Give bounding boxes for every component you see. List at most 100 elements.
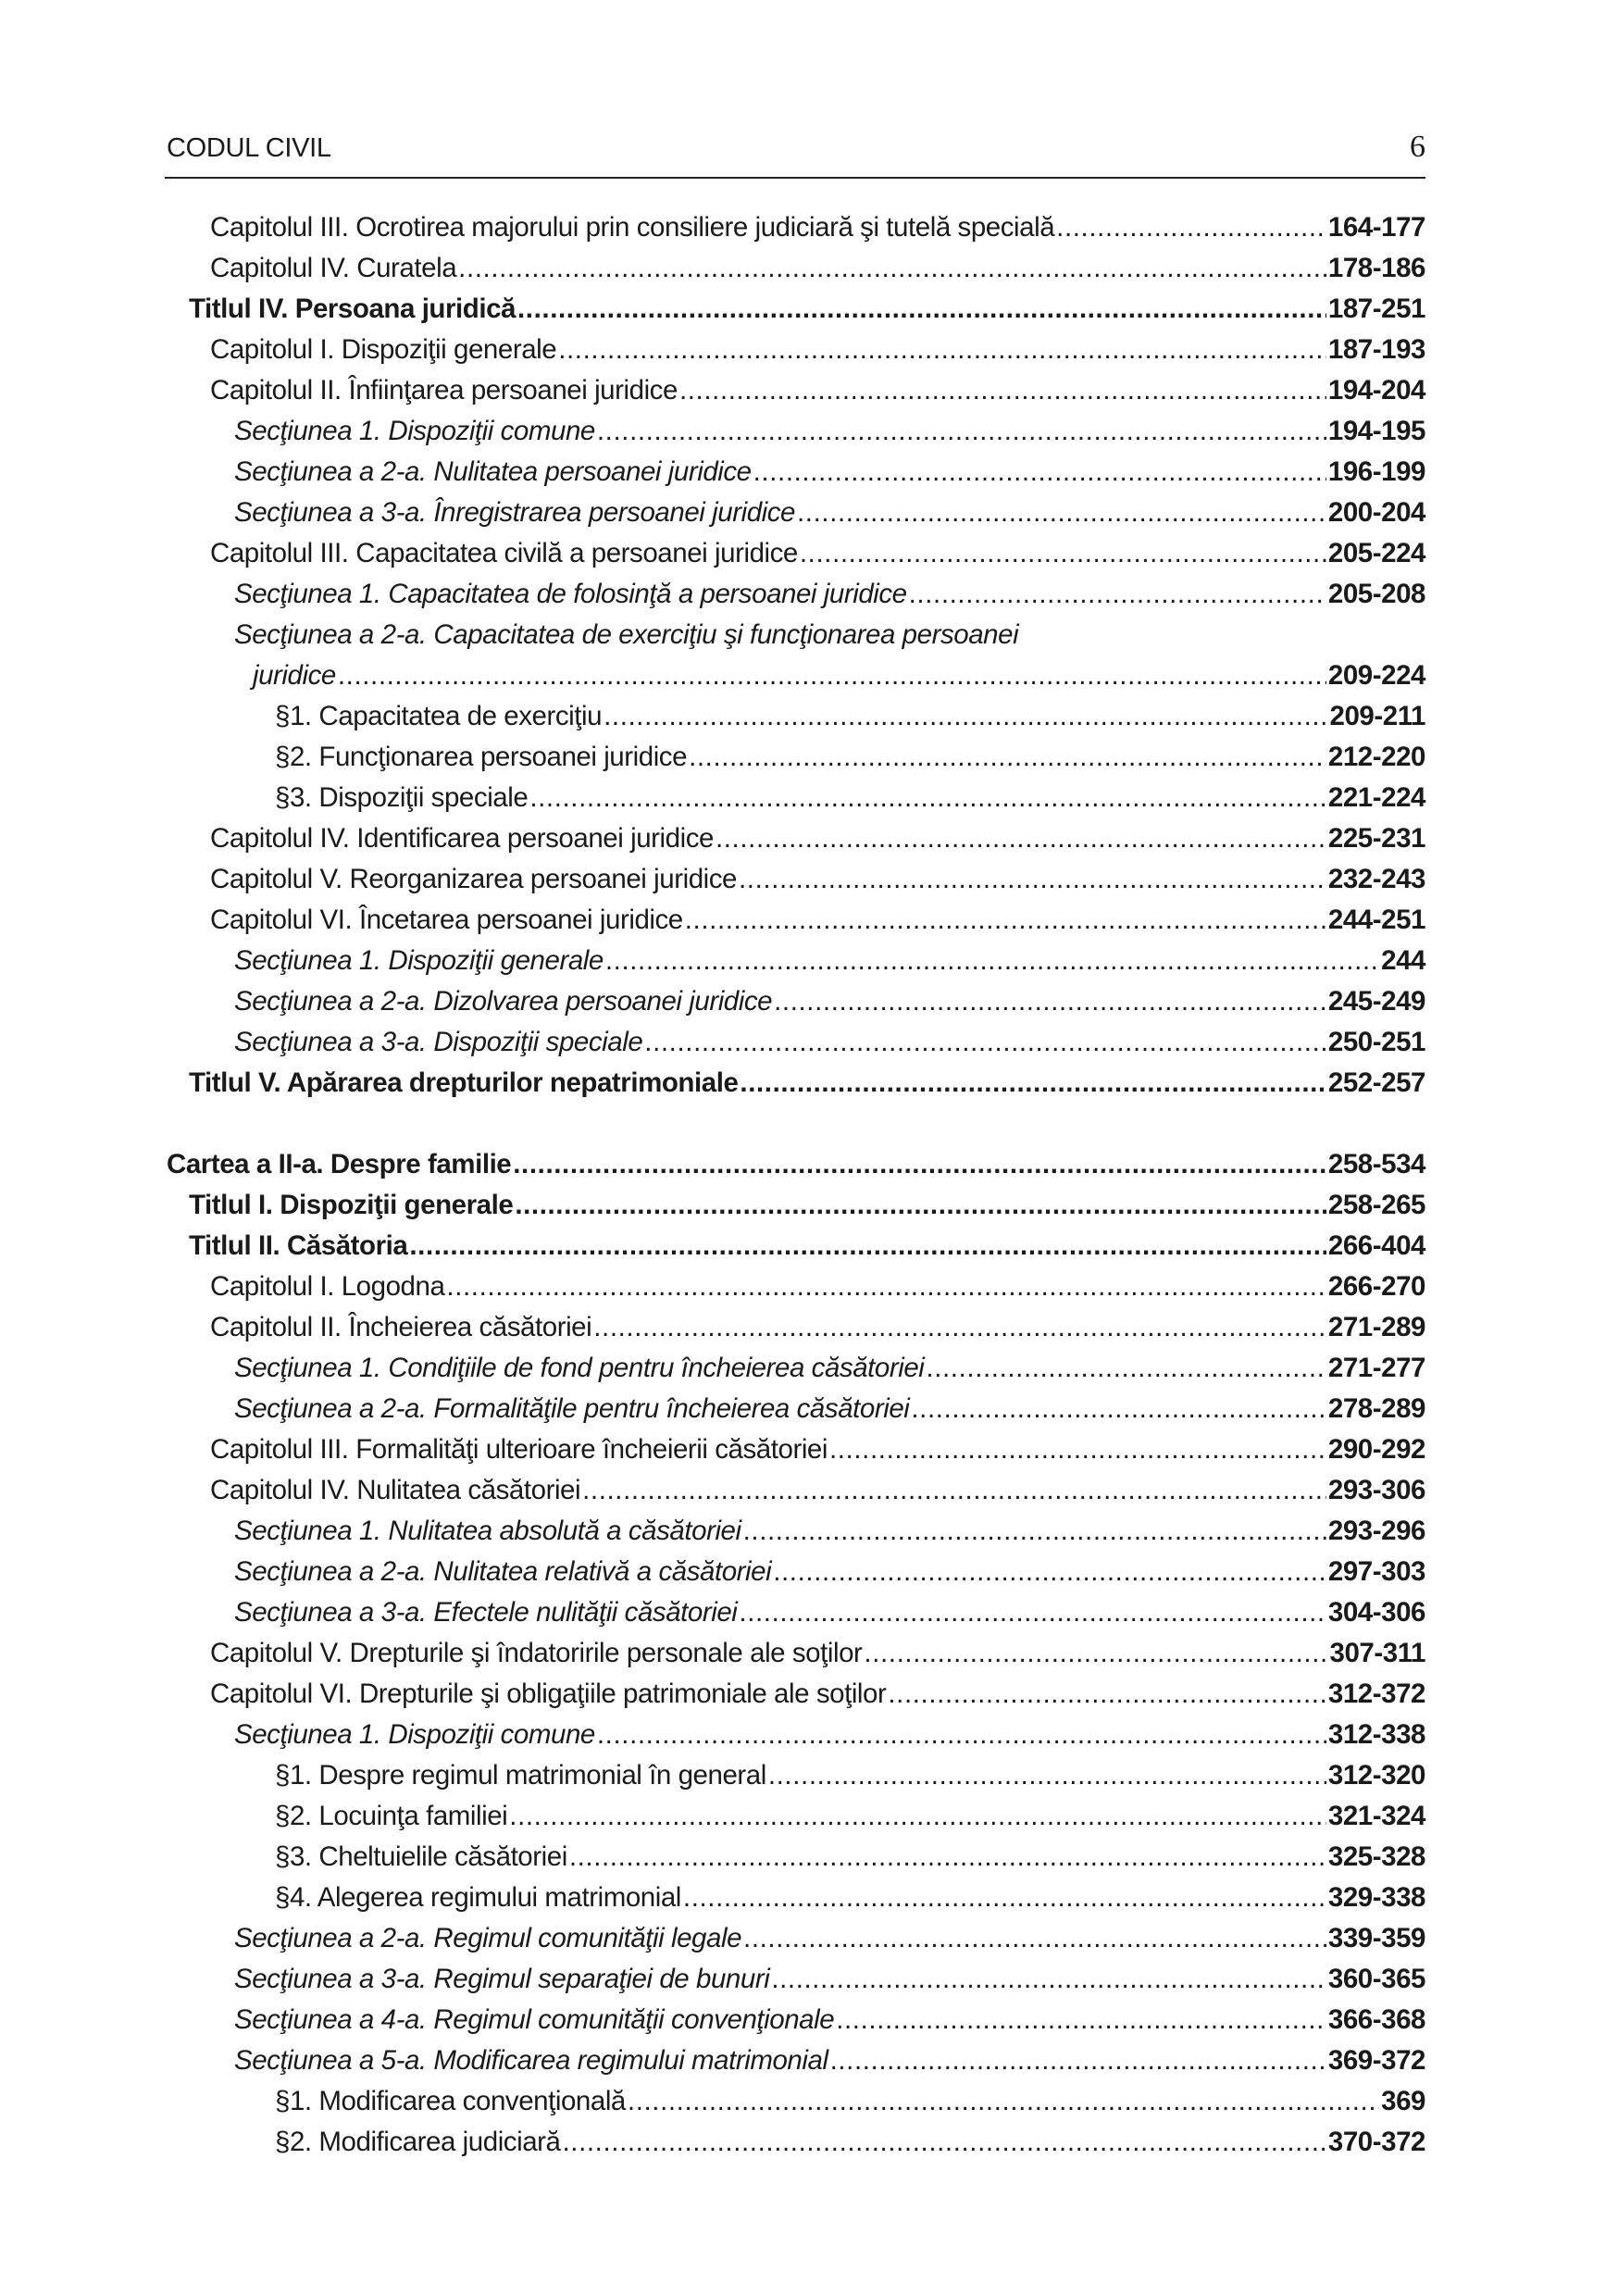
toc-entry-pages: 271-289: [1327, 1312, 1426, 1342]
toc-entry-pages: 366-368: [1327, 2004, 1426, 2035]
dot-leader: [768, 1755, 1326, 1796]
toc-entry-title: Secţiunea 1. Condiţiile de fond pentru î…: [234, 1353, 925, 1383]
toc-entry: §2. Modificarea judiciară 370-372: [167, 2122, 1425, 2163]
toc-entry: Capitolul III. Formalităţi ulterioare în…: [167, 1429, 1425, 1470]
toc-entry-title: Capitolul VI. Drepturile şi obligaţiile …: [210, 1678, 887, 1709]
toc-entry-title: §4. Alegerea regimului matrimonial: [275, 1882, 681, 1913]
toc-entry-pages: 196-199: [1327, 456, 1426, 487]
toc-entry: Capitolul IV. Nulitatea căsătoriei 293-30…: [167, 1470, 1425, 1511]
toc-entry-pages: 339-359: [1327, 1923, 1426, 1953]
toc-entry: Capitolul II. Înfiinţarea persoanei juri…: [167, 370, 1425, 411]
dot-leader: [739, 1592, 1326, 1633]
toc-entry: Capitolul VI. Încetarea persoanei juridi…: [167, 900, 1425, 941]
header-rule: [165, 177, 1425, 179]
dot-leader: [716, 818, 1326, 859]
toc-entry-title: Capitolul I. Dispoziţii generale: [210, 334, 557, 365]
toc-entry: Secţiunea 1. Dispoziţii comune 312-338: [167, 1715, 1425, 1755]
toc-entry-title: §2. Locuinţa familiei: [275, 1801, 508, 1831]
dot-leader: [829, 1429, 1326, 1470]
dot-leader: [513, 1144, 1326, 1185]
toc-entry-pages: 312-372: [1327, 1678, 1426, 1709]
dot-leader: [628, 2081, 1379, 2122]
toc-entry-title: Cartea a II-a. Despre familie: [167, 1149, 512, 1179]
toc-entry-pages: 245-249: [1327, 986, 1426, 1017]
toc-entry: juridice 209-224: [167, 655, 1425, 696]
dot-leader: [911, 1389, 1326, 1429]
toc-entry-title: Capitolul III. Formalităţi ulterioare în…: [210, 1434, 828, 1465]
toc-entry-title: §2. Modificarea judiciară: [275, 2127, 561, 2157]
toc-entry-pages: 258-534: [1327, 1149, 1426, 1179]
toc-entry-title: Secţiunea a 3-a. Efectele nulităţii căsă…: [234, 1597, 738, 1628]
toc-entry: Capitolul I. Dispoziţii generale 187-193: [167, 330, 1425, 370]
toc-entry-title: §1. Capacitatea de exerciţiu: [275, 701, 603, 731]
toc-entry: Secţiunea a 3-a. Regimul separaţiei de b…: [167, 1959, 1425, 2000]
dot-leader: [743, 1511, 1326, 1552]
toc-entry: Secţiunea a 2-a. Nulitatea persoanei jur…: [167, 452, 1425, 493]
toc-entry-title: Capitolul I. Logodna: [210, 1271, 445, 1302]
toc-entry: Secţiunea 1. Dispoziţii comune 194-195: [167, 411, 1425, 452]
toc-entry-pages: 232-243: [1327, 864, 1426, 894]
dot-leader: [509, 1796, 1326, 1837]
toc-entry-pages: 312-338: [1327, 1719, 1426, 1750]
toc-entry: Titlul V. Apărarea drepturilor nepatrimo…: [167, 1063, 1425, 1104]
toc-entry: §1. Capacitatea de exerciţiu 209-211: [167, 696, 1425, 737]
dot-leader: [1056, 207, 1326, 248]
toc-entry: Secţiunea a 3-a. Înregistrarea persoanei…: [167, 493, 1425, 533]
dot-leader: [743, 1918, 1326, 1959]
toc-entry: Cartea a II-a. Despre familie 258-534: [167, 1144, 1425, 1185]
toc-entry-title: Secţiunea a 2-a. Dizolvarea persoanei ju…: [234, 986, 773, 1017]
toc-entry: Secţiunea 1. Nulitatea absolută a căsăto…: [167, 1511, 1425, 1552]
toc-entry-title: juridice: [253, 660, 336, 691]
toc-entry: Secţiunea 1. Capacitatea de folosinţă a …: [167, 574, 1425, 615]
toc-entry-pages: 271-277: [1327, 1353, 1426, 1383]
toc-entry-title: Capitolul VI. Încetarea persoanei juridi…: [210, 905, 683, 935]
toc-entry: Capitolul I. Logodna 266-270: [167, 1267, 1425, 1307]
toc-entry-pages: 244: [1381, 945, 1425, 976]
dot-leader: [409, 1226, 1326, 1267]
toc-entry-title: Secţiunea a 2-a. Nulitatea relativă a că…: [234, 1556, 772, 1587]
toc-entry-title: Capitolul III. Capacitatea civilă a pers…: [210, 538, 798, 568]
toc-entry-title: Titlul V. Apărarea drepturilor nepatrimo…: [189, 1067, 739, 1098]
toc-entry-title: Titlul IV. Persoana juridică: [189, 293, 517, 324]
toc-entry-pages: 205-208: [1327, 579, 1426, 609]
toc-entry-pages: 266-404: [1327, 1230, 1426, 1261]
dot-leader: [597, 411, 1326, 452]
toc-entry-title: Secţiunea a 5-a. Modificarea regimului m…: [234, 2045, 828, 2076]
dot-leader: [774, 981, 1326, 1022]
toc-entry: Secţiunea a 3-a. Efectele nulităţii căsă…: [167, 1592, 1425, 1633]
toc-entry-title: §2. Funcţionarea persoanei juridice: [275, 742, 688, 772]
dot-leader: [830, 2040, 1326, 2081]
dot-leader: [797, 493, 1326, 533]
dot-leader: [604, 696, 1327, 737]
toc-entry: §2. Funcţionarea persoanei juridice 212-2…: [167, 737, 1425, 778]
toc-entry-pages: 360-365: [1327, 1964, 1426, 1994]
toc-entry-pages: 209-211: [1329, 701, 1426, 731]
toc-entry-pages: 194-195: [1327, 416, 1426, 446]
toc-entry-title: Secţiunea 1. Dispoziţii comune: [234, 416, 595, 446]
running-header-title: CODUL CIVIL: [167, 133, 331, 163]
dot-leader: [515, 1185, 1326, 1226]
dot-leader: [679, 370, 1326, 411]
toc-entry-title: Secţiunea 1. Capacitatea de folosinţă a …: [234, 579, 907, 609]
toc-entry: §3. Cheltuielile căsătoriei 325-328: [167, 1837, 1425, 1878]
toc-entry-pages: 187-193: [1327, 334, 1426, 365]
dot-leader: [563, 2122, 1326, 2163]
dot-leader: [739, 859, 1326, 900]
toc-entry: Capitolul IV. Curatela 178-186: [167, 248, 1425, 289]
toc-entry: Secţiunea a 3-a. Dispoziţii speciale 250-…: [167, 1022, 1425, 1063]
toc-entry-pages: 293-296: [1327, 1516, 1426, 1546]
dot-leader: [644, 1022, 1326, 1063]
toc-entry: Capitolul III. Ocrotirea majorului prin …: [167, 207, 1425, 248]
toc-entry: §1. Modificarea convenţională 369: [167, 2081, 1425, 2122]
dot-leader: [338, 655, 1326, 696]
toc-entry-title: Secţiunea a 2-a. Regimul comunităţii leg…: [234, 1923, 742, 1953]
toc-entry-pages: 369-372: [1327, 2045, 1426, 2076]
toc-entry: §4. Alegerea regimului matrimonial 329-33…: [167, 1878, 1425, 1918]
page-number: 6: [1410, 130, 1425, 164]
dot-leader: [593, 1307, 1326, 1348]
toc-entry: Secţiunea a 5-a. Modificarea regimului m…: [167, 2040, 1425, 2081]
toc-entry: Secţiunea a 4-a. Regimul comunităţii con…: [167, 2000, 1425, 2040]
toc-entry: §2. Locuinţa familiei 321-324: [167, 1796, 1425, 1837]
toc-entry-title: Capitolul II. Încheierea căsătoriei: [210, 1312, 592, 1342]
toc-entry-title: Secţiunea a 2-a. Capacitatea de exerciţi…: [234, 619, 1019, 650]
